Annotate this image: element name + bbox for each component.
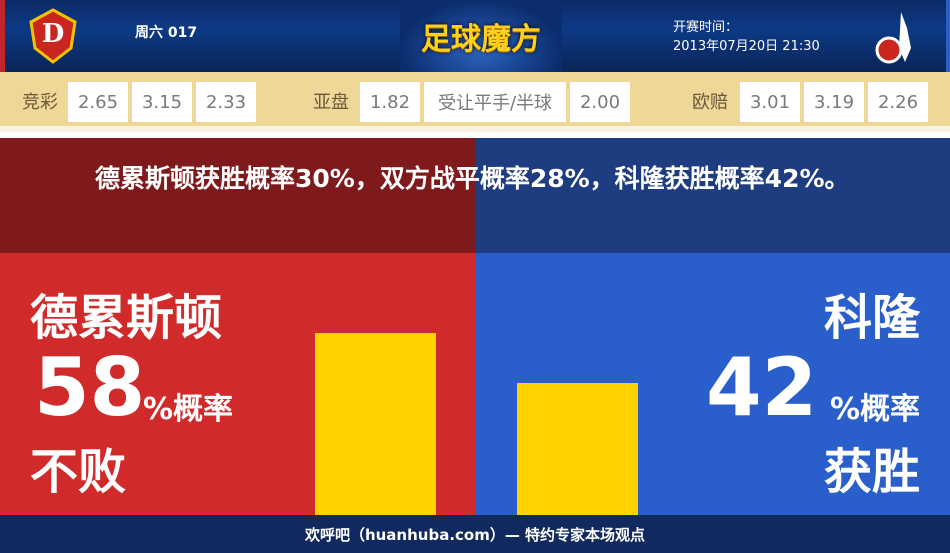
kickoff-label: 开赛时间： (673, 20, 739, 35)
asian-away: 2.00 (570, 82, 630, 122)
euro-odd-win: 3.01 (740, 82, 800, 122)
kickoff-time: 2013年07月20日 21:30 (673, 39, 820, 54)
jingcai-odd-draw: 3.15 (132, 82, 192, 122)
brand-logo: 足球魔方 (400, 0, 562, 72)
asian-handicap: 受让平手/半球 (424, 82, 566, 122)
asian-home: 1.82 (360, 82, 420, 122)
jingcai-label: 竞彩 (22, 92, 58, 113)
koln-logo-icon (875, 12, 911, 64)
asian-label: 亚盘 (313, 92, 349, 113)
home-outcome: 不败 (30, 444, 127, 500)
away-outcome: 获胜 (823, 444, 920, 500)
summary-bg-home (0, 138, 476, 253)
home-probability-bar (315, 332, 436, 515)
away-probability-bar (517, 383, 638, 515)
away-percent: 42 (706, 341, 818, 434)
away-percent-unit: %概率 (829, 392, 920, 427)
dresden-logo-icon: D (29, 8, 77, 64)
euro-label: 欧赔 (692, 92, 728, 113)
home-team-name: 德累斯顿 (30, 290, 223, 346)
kickoff-info: 开赛时间： 2013年07月20日 21:30 (673, 18, 820, 56)
match-code: 周六 017 (135, 25, 198, 41)
svg-text:D: D (42, 19, 65, 49)
home-percent: 58 (34, 341, 146, 434)
jingcai-odd-loss: 2.33 (196, 82, 256, 122)
euro-odd-draw: 3.19 (804, 82, 864, 122)
odds-bar: 竞彩 2.65 3.15 2.33 亚盘 1.82 受让平手/半球 2.00 欧… (0, 72, 950, 132)
away-team-name: 科隆 (823, 290, 920, 346)
home-percent-unit: %概率 (143, 392, 234, 427)
match-header: D 周六 017 足球魔方 开赛时间： 2013年07月20日 21:30 (0, 0, 950, 72)
probability-summary: 德累斯顿获胜概率30%，双方战平概率28%，科隆获胜概率42%。 (95, 164, 850, 193)
euro-odd-loss: 2.26 (868, 82, 928, 122)
summary-bg-away (476, 138, 950, 253)
jingcai-odd-win: 2.65 (68, 82, 128, 122)
footer: 欢呼吧（huanhuba.com）— 特约专家本场观点 (0, 515, 950, 553)
